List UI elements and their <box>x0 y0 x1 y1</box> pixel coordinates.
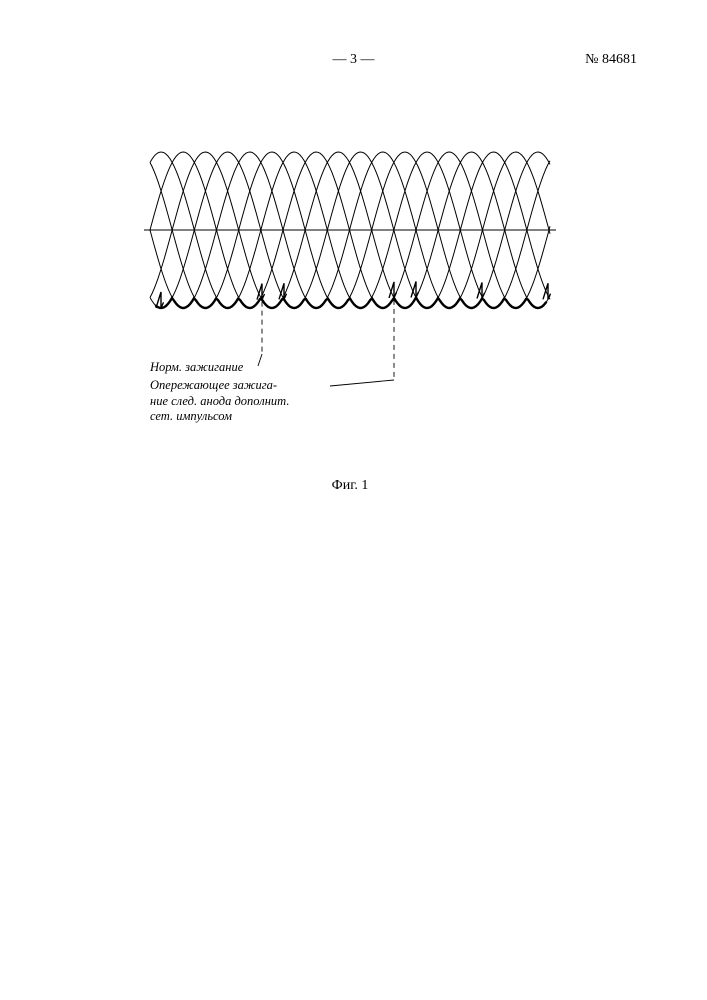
page-number: — 3 — <box>333 52 375 68</box>
annotation-text: Норм. зажигание <box>150 360 243 374</box>
annotation-text-line3: сет. импульсом <box>150 409 232 423</box>
annotation-text-line1: Опережающее зажига- <box>150 378 277 392</box>
figure-1: Норм. зажигание Опережающее зажига- ние … <box>130 130 570 494</box>
document-number: № 84681 <box>585 52 637 68</box>
figure-caption: Фиг. 1 <box>130 478 570 494</box>
annotation-normal-ignition: Норм. зажигание <box>150 360 290 376</box>
annotation-text-line2: ние след. анода дополнит. <box>150 394 289 408</box>
annotation-advance-ignition: Опережающее зажига- ние след. анода допо… <box>150 378 350 425</box>
